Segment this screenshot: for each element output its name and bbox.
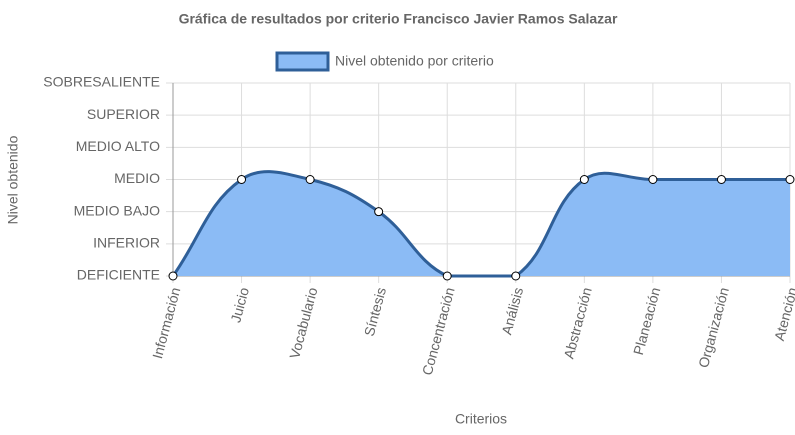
x-tick-label: Vocabulario — [286, 285, 320, 360]
point — [511, 271, 521, 281]
x-tick-label: Juicio — [227, 285, 252, 324]
x-tick-label: Información — [149, 286, 183, 361]
y-tick-label: INFERIOR — [93, 235, 160, 251]
point — [305, 175, 315, 184]
y-tick-label: SOBRESALIENTE — [43, 74, 160, 90]
x-tick-label: Concentración — [419, 286, 458, 377]
x-tick-label: Atención — [771, 286, 795, 343]
point — [785, 175, 795, 184]
x-tick-label: Análisis — [498, 286, 526, 337]
x-tick-label: Abstracción — [560, 286, 594, 361]
x-tick-label: Planeación — [630, 286, 663, 357]
line — [171, 170, 790, 278]
point — [168, 271, 178, 281]
legend-label: Nivel obtenido por criterio — [335, 53, 494, 69]
point — [579, 175, 589, 184]
x-tick-label: Organización — [695, 286, 732, 370]
point — [716, 175, 726, 184]
y-axis-title: Nivel obtenido — [5, 135, 21, 224]
point — [648, 175, 658, 184]
point — [442, 271, 452, 281]
point — [374, 207, 384, 217]
x-axis-title: Criterios — [455, 411, 507, 427]
point — [237, 175, 247, 184]
legend-swatch — [275, 51, 330, 72]
y-tick-label: DEFICIENTE — [77, 267, 160, 283]
area — [173, 171, 790, 276]
x-tick-label: Síntesis — [361, 286, 389, 338]
y-tick-label: MEDIO BAJO — [74, 202, 160, 218]
y-tick-label: SUPERIOR — [87, 106, 160, 122]
chart-title: Gráfica de resultados por criterio Franc… — [179, 11, 618, 27]
y-tick-label: MEDIO ALTO — [76, 138, 160, 154]
y-tick-label: MEDIO — [114, 170, 160, 186]
